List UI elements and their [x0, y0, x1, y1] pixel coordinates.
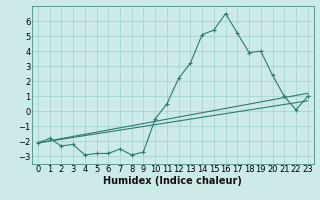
X-axis label: Humidex (Indice chaleur): Humidex (Indice chaleur) — [103, 176, 242, 186]
